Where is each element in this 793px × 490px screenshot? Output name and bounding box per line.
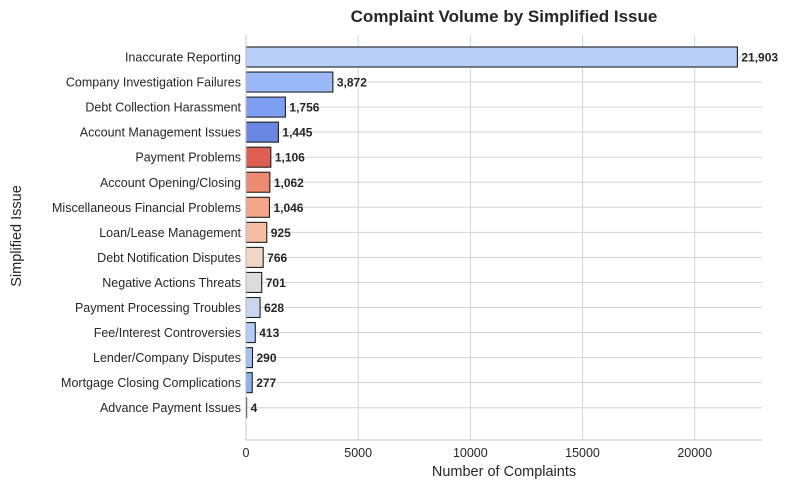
spines-layer <box>245 35 762 441</box>
data-label: 1,756 <box>289 101 319 115</box>
bar <box>245 121 279 143</box>
category-label: Lender/Company Disputes <box>93 351 241 365</box>
data-label: 4 <box>251 401 258 415</box>
data-label: 290 <box>257 351 277 365</box>
bar <box>245 71 334 93</box>
category-label: Loan/Lease Management <box>99 226 241 240</box>
category-label: Mortgage Closing Complications <box>61 376 241 390</box>
bar <box>245 372 253 394</box>
bar <box>245 246 264 268</box>
data-label: 766 <box>267 251 287 265</box>
category-label: Payment Processing Troubles <box>75 301 241 315</box>
bar <box>245 221 268 243</box>
bar <box>245 196 271 218</box>
x-tick-label: 20000 <box>677 446 712 460</box>
data-labels: 21,903 3,872 1,756 1,445 1,106 1,062 1,046 925 7… <box>251 51 779 416</box>
data-label: 1,062 <box>274 176 304 190</box>
category-label: Advance Payment Issues <box>100 401 241 415</box>
bar <box>245 296 261 319</box>
category-label: Account Management Issues <box>80 126 241 140</box>
bar <box>245 146 272 168</box>
bar <box>245 171 271 193</box>
category-label: Debt Collection Harassment <box>85 101 241 115</box>
category-label: Account Opening/Closing <box>100 176 241 190</box>
x-tick-label: 15000 <box>565 446 600 460</box>
bar <box>245 321 256 344</box>
data-label: 277 <box>256 376 276 390</box>
data-label: 925 <box>271 226 291 240</box>
bar <box>245 347 254 369</box>
x-axis-label: Number of Complaints <box>432 464 576 480</box>
data-label: 21,903 <box>741 51 778 65</box>
data-label: 628 <box>264 301 284 315</box>
x-tick-label: 0 <box>243 446 250 460</box>
category-label: Fee/Interest Controversies <box>94 326 241 340</box>
category-labels: Inaccurate Reporting Company Investigatio… <box>52 51 242 416</box>
bar <box>245 271 263 294</box>
category-label: Inaccurate Reporting <box>125 51 241 65</box>
x-tick-labels: 0 5000 10000 15000 20000 <box>243 446 713 460</box>
category-label: Miscellaneous Financial Problems <box>52 201 241 215</box>
category-label: Payment Problems <box>135 151 241 165</box>
data-label: 413 <box>259 326 279 340</box>
category-label: Company Investigation Failures <box>66 76 241 90</box>
data-label: 1,445 <box>282 126 312 140</box>
grid-layer <box>245 35 762 440</box>
x-tick-label: 5000 <box>344 446 372 460</box>
bar <box>245 96 286 118</box>
y-axis-label: Simplified Issue <box>9 185 25 287</box>
data-label: 701 <box>266 276 286 290</box>
x-tick-label: 10000 <box>453 446 488 460</box>
bar <box>245 46 738 68</box>
data-label: 3,872 <box>337 76 367 90</box>
category-label: Debt Notification Disputes <box>97 251 241 265</box>
data-label: 1,106 <box>275 151 305 165</box>
chart-title: Complaint Volume by Simplified Issue <box>351 7 658 26</box>
category-label: Negative Actions Threats <box>102 276 241 290</box>
data-label: 1,046 <box>273 201 303 215</box>
